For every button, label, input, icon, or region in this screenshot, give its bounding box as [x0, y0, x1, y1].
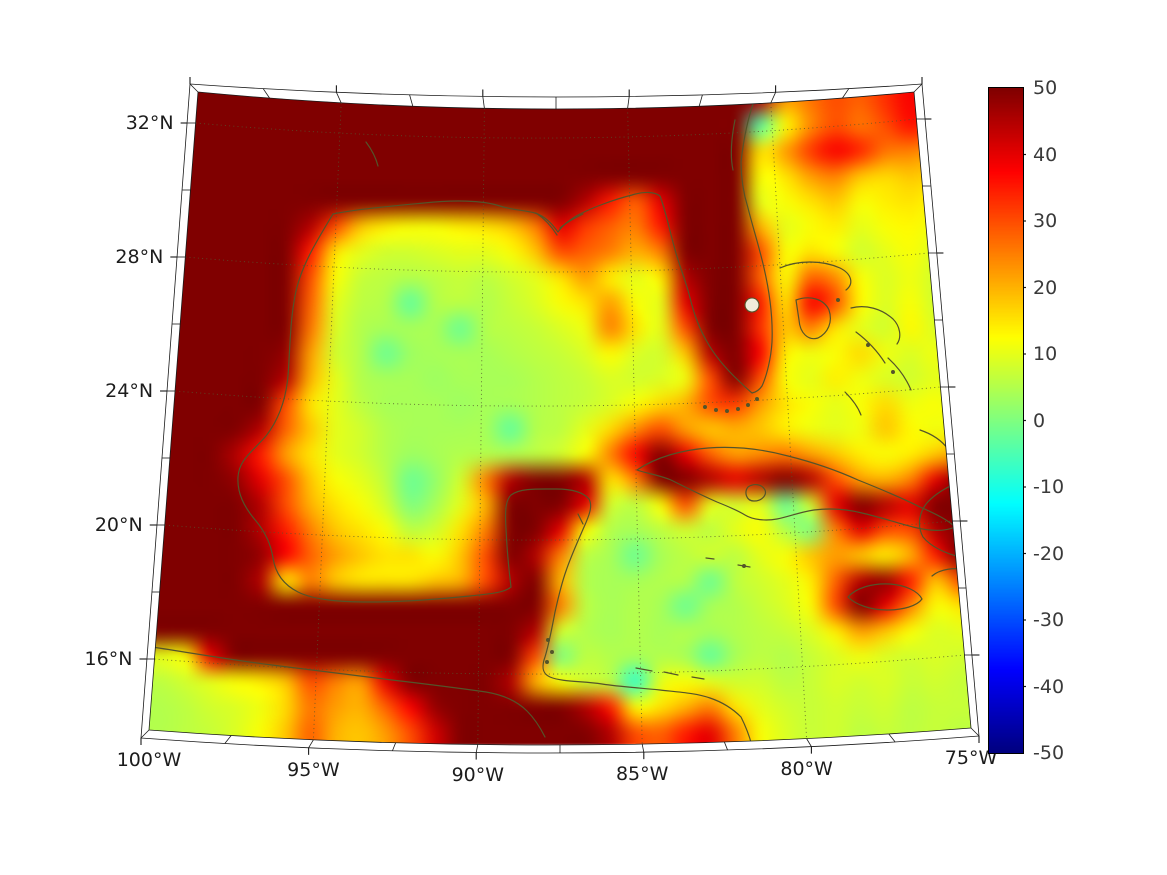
map-frame	[140, 83, 980, 754]
x-tick-label-95w: 95°W	[287, 758, 340, 781]
heatmap-canvas	[149, 92, 971, 745]
colorbar-tick-label: 20	[1033, 276, 1058, 299]
x-tick-label-85w: 85°W	[615, 763, 669, 786]
coastlines	[151, 92, 971, 746]
x-tick-label-75w: 75°W	[944, 747, 998, 769]
y-tick-label-16n: 16°N	[84, 648, 133, 670]
graticule	[154, 102, 965, 745]
y-tick-label-28n: 28°N	[115, 246, 164, 268]
y-tick-label-24n: 24°N	[105, 380, 154, 402]
colorbar-tick-label: -50	[1033, 742, 1065, 764]
colorbar-tick-label: -10	[1033, 476, 1065, 498]
colorbar-tick-label: 40	[1033, 143, 1058, 166]
x-tick-label-80w: 80°W	[780, 757, 833, 780]
colorbar-tick-label: 10	[1033, 343, 1058, 365]
colorbar	[988, 87, 1024, 754]
x-tick-label-100w: 100°W	[116, 749, 182, 771]
colorbar-tick-label: 0	[1033, 409, 1046, 432]
colorbar-tick-label: -30	[1033, 609, 1065, 631]
axis-ticks	[139, 77, 980, 760]
y-tick-label-32n: 32°N	[125, 112, 174, 134]
colorbar-tick-label: -40	[1033, 675, 1065, 698]
colorbar-tick-label: 50	[1033, 77, 1058, 99]
lake-okeechobee	[744, 297, 760, 313]
colorbar-canvas	[989, 88, 1023, 753]
colorbar-tick-label: -20	[1033, 542, 1065, 565]
x-tick-label-90w: 90°W	[451, 763, 505, 786]
colorbar-tick-label: 30	[1033, 210, 1058, 232]
y-tick-label-20n: 20°N	[94, 514, 143, 536]
